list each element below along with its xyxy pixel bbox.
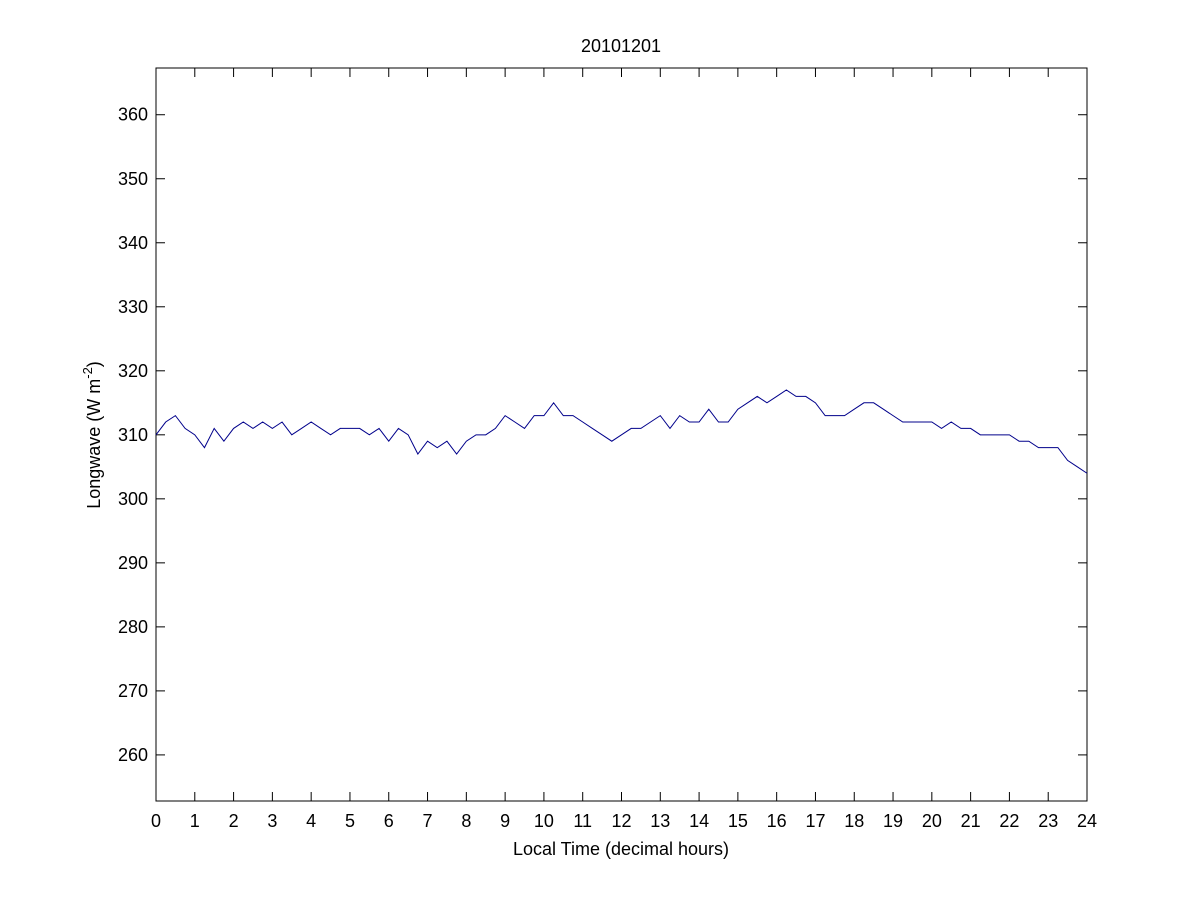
x-tick-label: 15 xyxy=(728,811,748,831)
chart-title: 20101201 xyxy=(581,36,661,56)
y-tick-label: 270 xyxy=(118,681,148,701)
y-tick-label: 300 xyxy=(118,489,148,509)
x-tick-label: 16 xyxy=(767,811,787,831)
x-tick-label: 12 xyxy=(611,811,631,831)
x-tick-label: 13 xyxy=(650,811,670,831)
x-tick-label: 20 xyxy=(922,811,942,831)
x-tick-label: 18 xyxy=(844,811,864,831)
x-tick-label: 17 xyxy=(805,811,825,831)
y-tick-label: 290 xyxy=(118,553,148,573)
y-tick-label: 350 xyxy=(118,169,148,189)
x-tick-label: 11 xyxy=(573,811,592,831)
y-tick-label: 340 xyxy=(118,233,148,253)
y-tick-label: 360 xyxy=(118,105,148,125)
x-tick-label: 8 xyxy=(461,811,471,831)
x-tick-label: 19 xyxy=(883,811,903,831)
x-tick-label: 1 xyxy=(190,811,200,831)
x-axis-label: Local Time (decimal hours) xyxy=(513,839,729,859)
data-line xyxy=(155,389,1088,474)
x-tick-label: 22 xyxy=(999,811,1019,831)
x-tick-label: 21 xyxy=(961,811,981,831)
x-tick-label: 7 xyxy=(423,811,433,831)
y-tick-label: 320 xyxy=(118,361,148,381)
y-axis-label: Longwave (W m-2) xyxy=(80,361,104,509)
y-axis-label-part: Longwave (W m xyxy=(84,379,104,509)
x-tick-label: 2 xyxy=(229,811,239,831)
y-tick-label: 260 xyxy=(118,745,148,765)
x-tick-label: 6 xyxy=(384,811,394,831)
x-tick-label: 5 xyxy=(345,811,355,831)
y-tick-label: 330 xyxy=(118,297,148,317)
x-tick-label: 23 xyxy=(1038,811,1058,831)
x-tick-label: 3 xyxy=(267,811,277,831)
x-tick-label: 10 xyxy=(534,811,554,831)
x-tick-label: 9 xyxy=(500,811,510,831)
x-tick-label: 0 xyxy=(151,811,161,831)
x-tick-label: 4 xyxy=(306,811,316,831)
x-tick-label: 14 xyxy=(689,811,709,831)
y-axis-label-sup: -2 xyxy=(80,367,95,379)
y-axis-label-part: ) xyxy=(84,361,104,367)
x-tick-label: 24 xyxy=(1077,811,1097,831)
y-tick-label: 310 xyxy=(118,425,148,445)
y-tick-label: 280 xyxy=(118,617,148,637)
